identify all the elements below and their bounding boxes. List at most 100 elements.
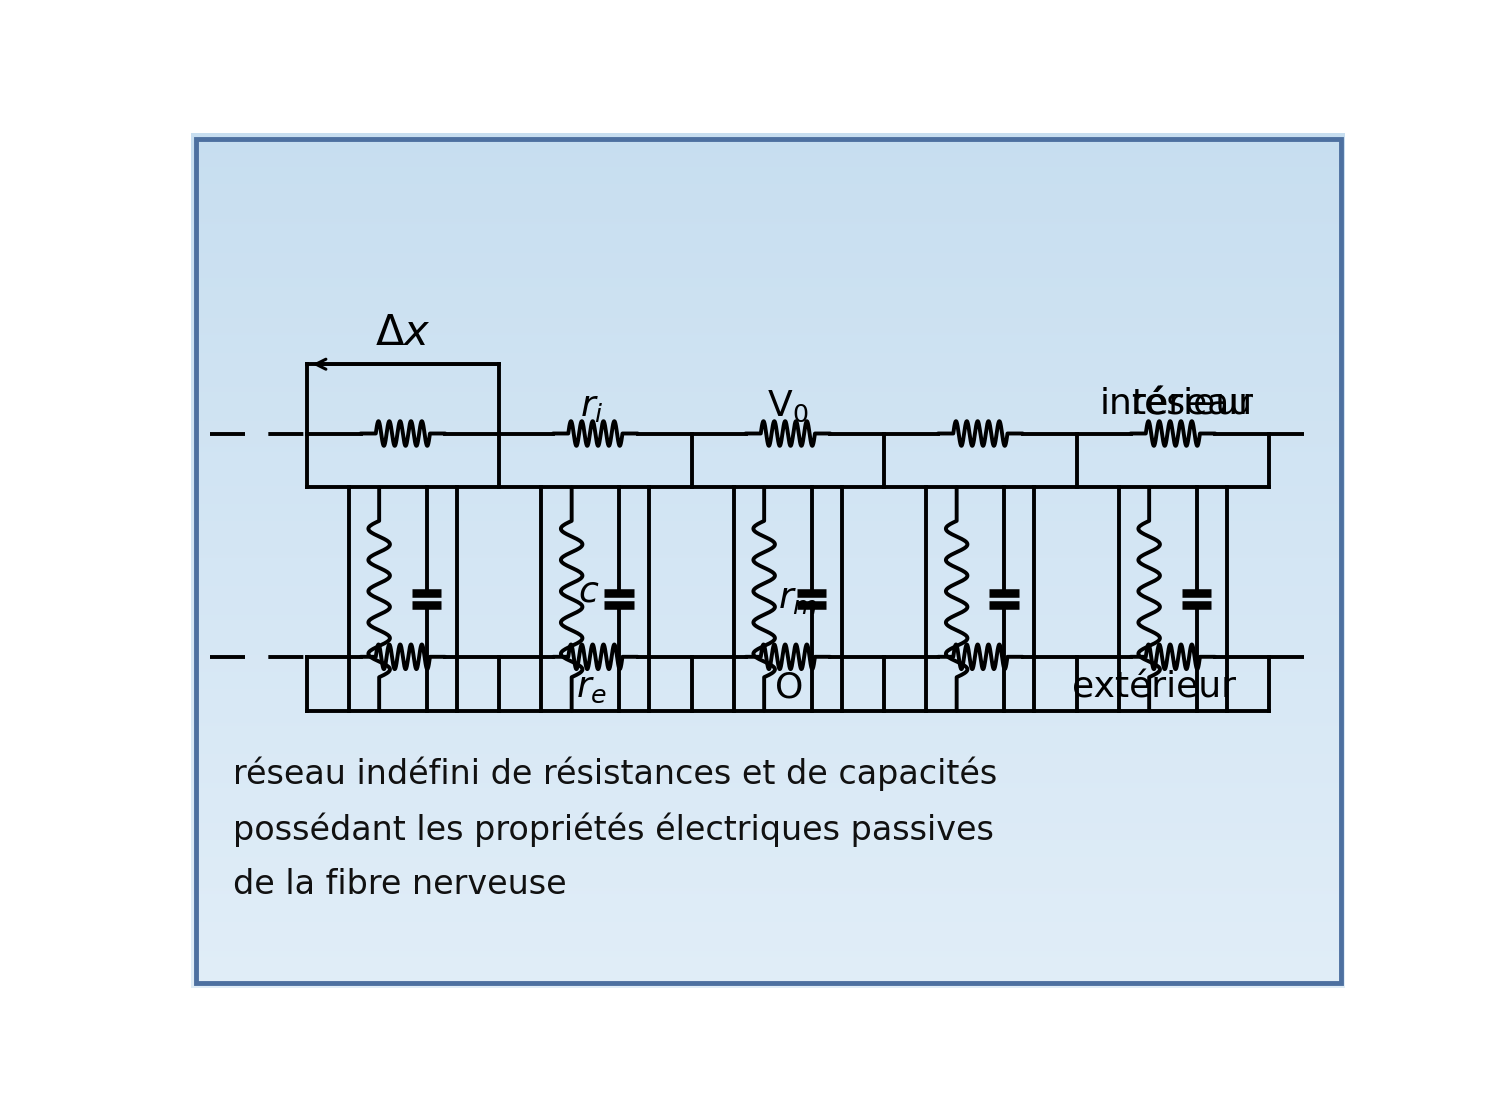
Bar [192,209,1345,213]
Bar [192,442,1345,446]
Bar [192,761,1345,766]
Bar [192,662,1345,666]
Bar [192,824,1345,828]
Bar [192,790,1345,794]
Bar [192,485,1345,490]
Text: extérieur: extérieur [1072,670,1235,705]
Bar [192,650,1345,655]
Bar [192,892,1345,897]
Bar [192,610,1345,615]
Bar [192,698,1345,703]
Bar [192,363,1345,366]
Bar [192,907,1345,911]
Bar [192,140,1345,144]
Bar [192,223,1345,228]
Bar [192,502,1345,506]
Bar [192,938,1345,942]
Bar [192,265,1345,270]
Bar [192,912,1345,917]
Bar [192,291,1345,295]
Bar [192,192,1345,195]
Bar [192,365,1345,370]
Bar [192,636,1345,640]
Bar [192,551,1345,555]
Bar [192,425,1345,430]
Bar [192,371,1345,375]
Bar [192,921,1345,926]
Bar [192,582,1345,586]
Bar [192,750,1345,755]
Bar [192,625,1345,629]
Bar [192,214,1345,219]
Bar [192,163,1345,168]
Bar [192,559,1345,564]
Bar [192,889,1345,894]
Bar [192,431,1345,435]
Bar [192,676,1345,680]
Bar [192,411,1345,415]
Bar [192,434,1345,438]
Bar [192,316,1345,321]
Bar [192,400,1345,404]
Bar [192,707,1345,712]
Bar [192,932,1345,937]
Bar [192,414,1345,418]
Bar [192,952,1345,957]
Bar [192,816,1345,820]
Bar [192,633,1345,637]
Bar [192,963,1345,968]
Bar [192,627,1345,632]
Bar [192,152,1345,157]
Bar [192,565,1345,569]
Bar [192,382,1345,386]
Bar [192,240,1345,244]
Bar [192,263,1345,268]
Bar [192,143,1345,148]
Bar [192,542,1345,546]
Bar [192,573,1345,577]
Bar [192,605,1345,609]
Bar [192,599,1345,604]
Bar [192,245,1345,250]
Bar [192,476,1345,481]
Bar [192,527,1345,532]
Bar [192,756,1345,760]
Bar [192,251,1345,255]
Bar [192,394,1345,398]
Bar [192,836,1345,840]
Bar [192,827,1345,831]
Bar [192,955,1345,959]
Bar [192,172,1345,175]
Bar [192,522,1345,526]
Bar [192,334,1345,339]
Bar [192,320,1345,324]
Bar [192,134,1345,139]
Bar [192,422,1345,426]
Bar [192,591,1345,595]
Bar [192,607,1345,612]
Bar [192,918,1345,922]
Bar [192,519,1345,524]
Bar [192,405,1345,410]
Bar [192,254,1345,259]
Bar [192,861,1345,866]
Bar [192,901,1345,906]
Bar [192,243,1345,248]
Bar [192,465,1345,470]
Bar [192,474,1345,478]
Bar [192,416,1345,421]
Bar [192,545,1345,549]
Bar [192,305,1345,310]
Bar [192,356,1345,361]
Bar [192,983,1345,988]
Text: $r_m$: $r_m$ [778,582,818,616]
Bar [192,747,1345,751]
Bar [192,525,1345,529]
Bar [192,813,1345,817]
Bar [192,961,1345,965]
Bar [192,158,1345,162]
Bar [192,798,1345,803]
Bar [192,138,1345,142]
Bar [192,496,1345,501]
Bar [192,638,1345,643]
